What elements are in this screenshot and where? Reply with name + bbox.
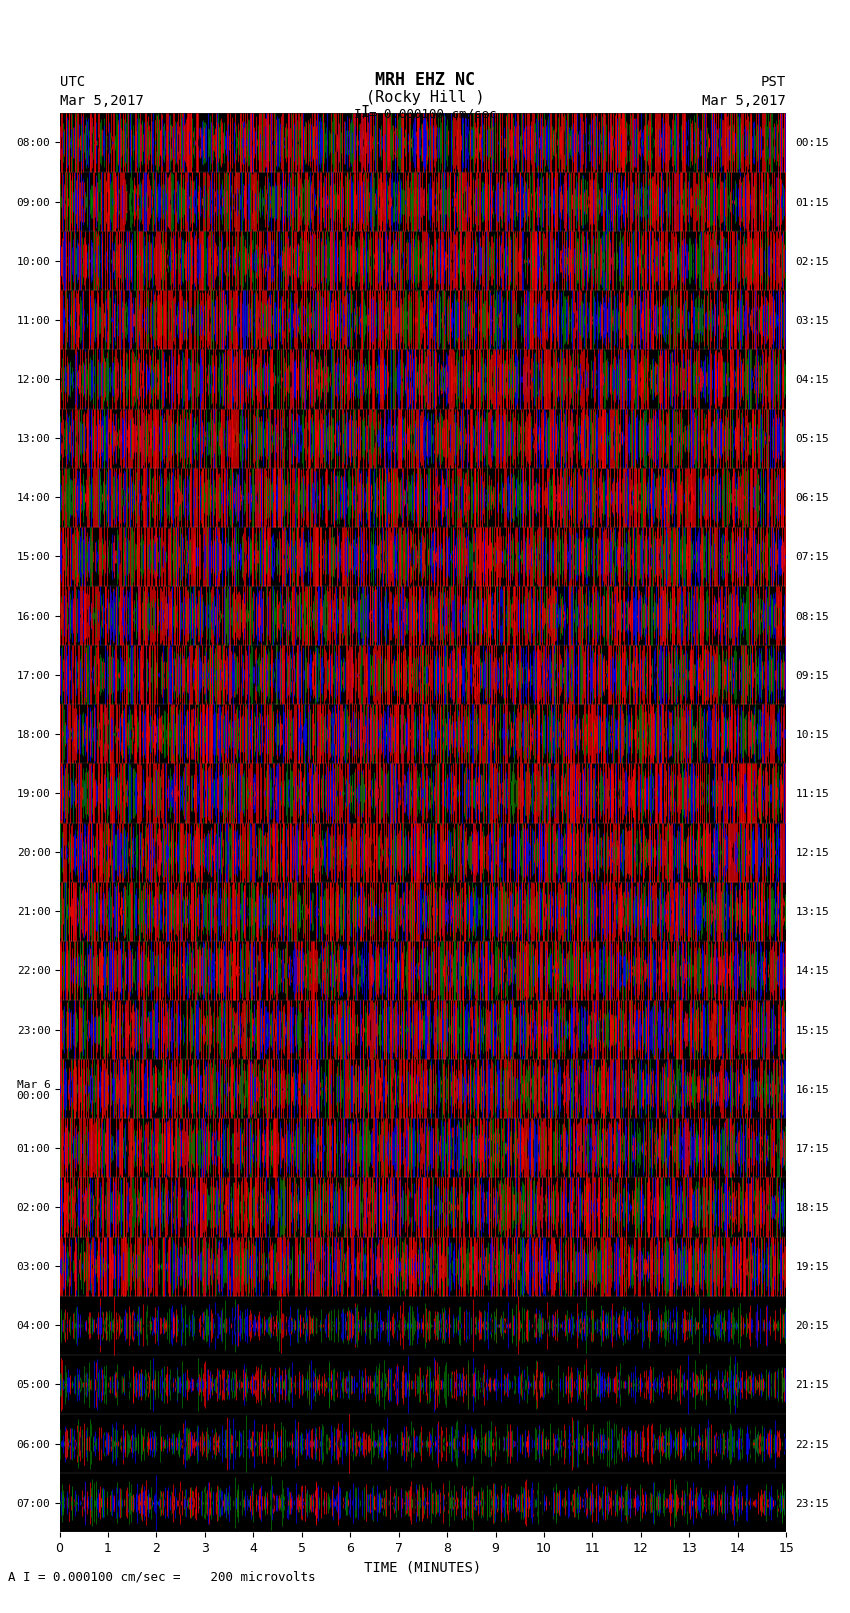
Text: Mar 5,2017: Mar 5,2017 <box>60 94 144 108</box>
Text: (Rocky Hill ): (Rocky Hill ) <box>366 90 484 105</box>
X-axis label: TIME (MINUTES): TIME (MINUTES) <box>365 1561 481 1574</box>
Text: I: I <box>361 105 370 121</box>
Text: Mar 5,2017: Mar 5,2017 <box>702 94 786 108</box>
Text: UTC: UTC <box>60 74 85 89</box>
Text: MRH EHZ NC: MRH EHZ NC <box>375 71 475 89</box>
Text: A I = 0.000100 cm/sec =    200 microvolts: A I = 0.000100 cm/sec = 200 microvolts <box>8 1571 316 1584</box>
Text: I = 0.000100 cm/sec: I = 0.000100 cm/sec <box>354 108 496 121</box>
Text: PST: PST <box>761 74 786 89</box>
